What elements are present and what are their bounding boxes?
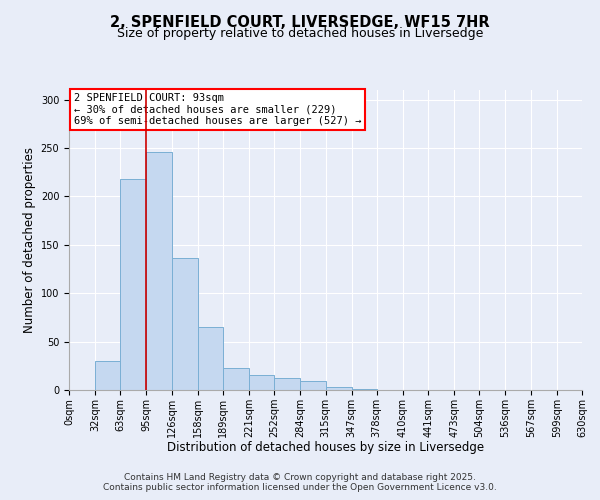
- Bar: [325, 387, 352, 390]
- Bar: [95, 361, 120, 390]
- Y-axis label: Number of detached properties: Number of detached properties: [23, 147, 37, 333]
- Text: 2, SPENFIELD COURT, LIVERSEDGE, WF15 7HR: 2, SPENFIELD COURT, LIVERSEDGE, WF15 7HR: [110, 15, 490, 30]
- Bar: [146, 152, 172, 390]
- Bar: [172, 258, 197, 390]
- Bar: [120, 179, 146, 390]
- Bar: [352, 389, 377, 390]
- Bar: [274, 378, 300, 390]
- Bar: [197, 327, 223, 390]
- Bar: [223, 368, 249, 390]
- Text: Contains HM Land Registry data © Crown copyright and database right 2025.
Contai: Contains HM Land Registry data © Crown c…: [103, 473, 497, 492]
- Text: 2 SPENFIELD COURT: 93sqm
← 30% of detached houses are smaller (229)
69% of semi-: 2 SPENFIELD COURT: 93sqm ← 30% of detach…: [74, 93, 362, 126]
- Bar: [249, 376, 274, 390]
- Bar: [300, 382, 325, 390]
- X-axis label: Distribution of detached houses by size in Liversedge: Distribution of detached houses by size …: [167, 442, 484, 454]
- Text: Size of property relative to detached houses in Liversedge: Size of property relative to detached ho…: [117, 28, 483, 40]
